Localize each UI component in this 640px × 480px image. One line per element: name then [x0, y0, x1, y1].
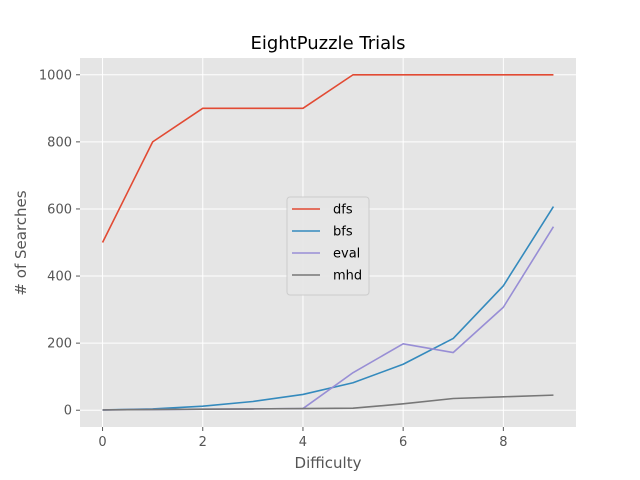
y-axis-label: # of Searches	[12, 190, 30, 295]
chart-title: EightPuzzle Trials	[250, 33, 405, 54]
legend-label-bfs: bfs	[333, 225, 353, 240]
legend-box	[286, 196, 370, 296]
legend-label-dfs: dfs	[333, 203, 353, 218]
y-tick-label: 200	[47, 337, 72, 352]
series-line-bfs	[102, 206, 555, 411]
series-lines	[101, 73, 555, 411]
legend: dfs bfs eval mhd	[286, 196, 370, 296]
series-line-mhd	[102, 394, 554, 411]
y-tick-label: 400	[47, 270, 72, 285]
legend-label-mhd: mhd	[333, 269, 362, 284]
x-tick-label: 2	[199, 435, 207, 450]
legend-label-eval: eval	[333, 247, 360, 262]
y-tick-label: 1000	[39, 68, 72, 83]
y-axis-ticks: 0 200 400 600 800 1000	[39, 68, 80, 419]
x-axis-label: Difficulty	[295, 454, 362, 472]
x-tick-label: 0	[98, 435, 106, 450]
x-tick-label: 8	[499, 435, 507, 450]
series-line-dfs	[101, 73, 554, 243]
y-tick-label: 800	[47, 135, 72, 150]
x-axis-ticks: 0 2 4 6 8	[98, 427, 507, 450]
y-tick-label: 0	[64, 404, 72, 419]
x-tick-label: 4	[299, 435, 307, 450]
x-tick-label: 6	[399, 435, 407, 450]
y-tick-label: 600	[47, 202, 72, 217]
